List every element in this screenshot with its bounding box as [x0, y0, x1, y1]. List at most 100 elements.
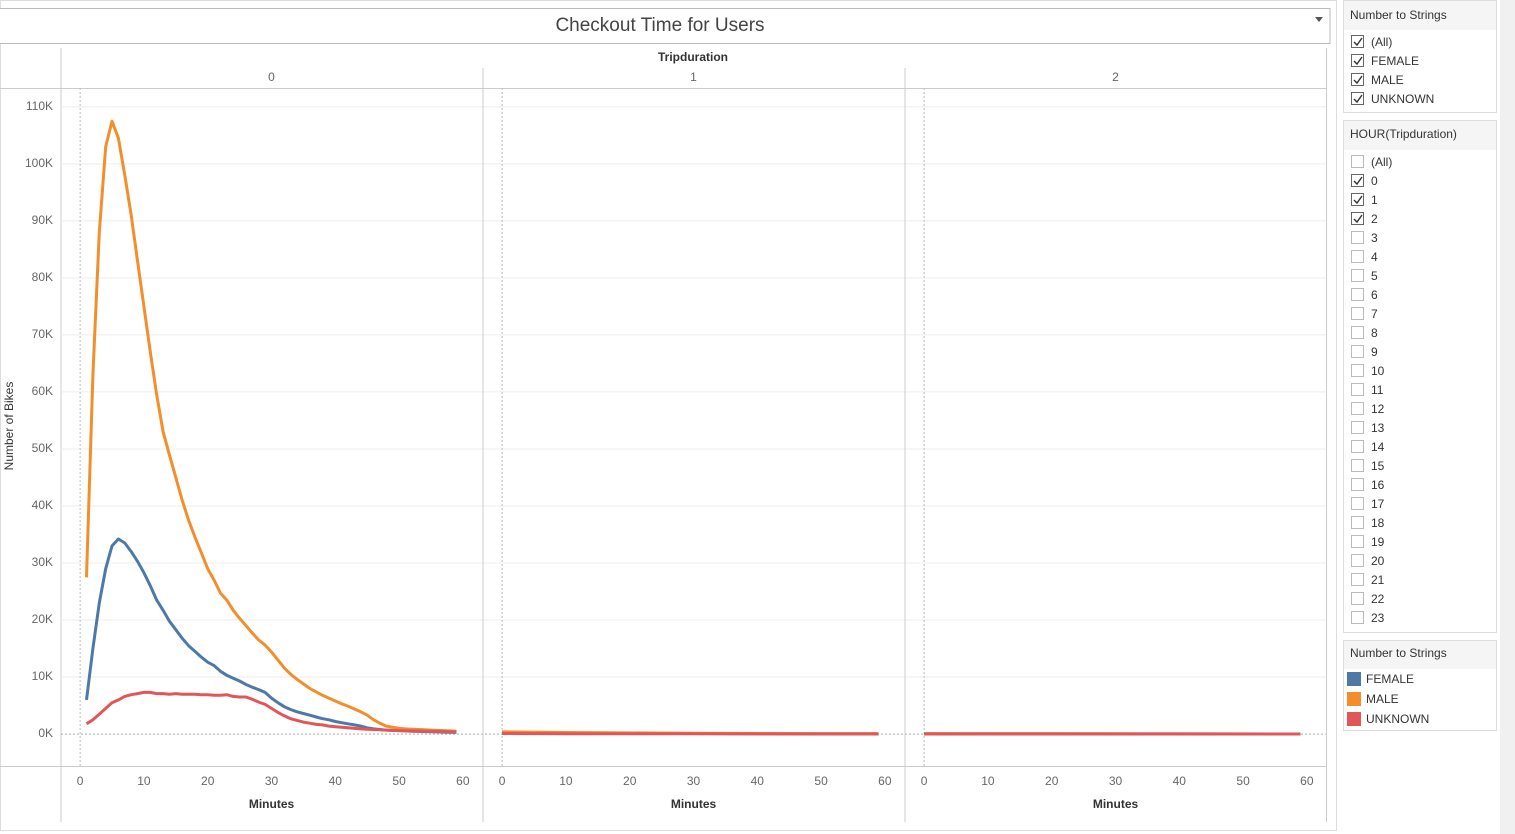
filter-item-label[interactable]: (All)	[1371, 35, 1392, 49]
checkbox[interactable]	[1351, 611, 1364, 624]
x-tick-label: 30	[687, 774, 701, 788]
legend-title: Number to Strings	[1350, 646, 1447, 660]
filter-item-label[interactable]: 2	[1371, 212, 1378, 226]
x-tick-label: 0	[77, 774, 84, 788]
checkbox[interactable]	[1351, 440, 1364, 453]
filter-item-label[interactable]: MALE	[1371, 73, 1404, 87]
filter-item-label[interactable]: 1	[1371, 193, 1378, 207]
filter-item-label[interactable]: 11	[1371, 383, 1384, 397]
check-mark	[1353, 214, 1363, 224]
checkbox[interactable]	[1351, 364, 1364, 377]
filter-item-label[interactable]: 7	[1371, 307, 1378, 321]
y-tick-label: 30K	[32, 555, 53, 569]
check-mark	[1353, 75, 1363, 85]
checkbox[interactable]	[1351, 402, 1364, 415]
x-tick-label: 20	[623, 774, 637, 788]
panel-label: 0	[268, 70, 275, 84]
checkbox[interactable]	[1351, 326, 1364, 339]
filter-item-label[interactable]: 14	[1371, 440, 1385, 454]
filter-item-label[interactable]: 10	[1371, 364, 1385, 378]
filter-title: Number to Strings	[1350, 8, 1447, 22]
panel-label: 2	[1112, 70, 1119, 84]
checkbox[interactable]	[1351, 592, 1364, 605]
sheet-frame	[0, 0, 1337, 831]
x-axis-label: Minutes	[1093, 797, 1139, 811]
legend-swatch	[1347, 712, 1361, 726]
x-tick-label: 60	[1300, 774, 1314, 788]
filter-title: HOUR(Tripduration)	[1350, 127, 1457, 141]
checkbox[interactable]	[1351, 231, 1364, 244]
checkbox[interactable]	[1351, 269, 1364, 282]
filter-item-label[interactable]: 21	[1371, 573, 1385, 587]
filter-item-label[interactable]: 13	[1371, 421, 1385, 435]
checkbox[interactable]	[1351, 174, 1364, 187]
checkbox[interactable]	[1351, 250, 1364, 263]
x-tick-label: 50	[1236, 774, 1250, 788]
checkbox[interactable]	[1351, 92, 1364, 105]
filter-item-label[interactable]: 12	[1371, 402, 1385, 416]
checkbox[interactable]	[1351, 193, 1364, 206]
filter-item-label[interactable]: 23	[1371, 611, 1385, 625]
checkbox[interactable]	[1351, 212, 1364, 225]
checkbox[interactable]	[1351, 516, 1364, 529]
filter-item-label[interactable]: 3	[1371, 231, 1378, 245]
checkbox[interactable]	[1351, 288, 1364, 301]
filter-item-label[interactable]: 19	[1371, 535, 1385, 549]
checkbox[interactable]	[1351, 497, 1364, 510]
filter-item-label[interactable]: 20	[1371, 554, 1385, 568]
x-tick-label: 50	[392, 774, 406, 788]
title-box	[0, 8, 1331, 44]
filter-item-label[interactable]: FEMALE	[1371, 54, 1419, 68]
checkbox[interactable]	[1351, 478, 1364, 491]
checkbox[interactable]	[1351, 573, 1364, 586]
checkbox[interactable]	[1351, 535, 1364, 548]
series-line	[85, 119, 457, 733]
x-tick-label: 40	[1173, 774, 1187, 788]
legend-swatch	[1347, 692, 1361, 706]
y-tick-label: 0K	[38, 726, 53, 740]
checkbox[interactable]	[1351, 554, 1364, 567]
filter-item-label[interactable]: 15	[1371, 459, 1385, 473]
checkbox[interactable]	[1351, 459, 1364, 472]
filter-item-label[interactable]: 22	[1371, 592, 1385, 606]
filter-card	[1343, 120, 1497, 633]
y-tick-label: 110K	[26, 99, 53, 113]
filter-item-label[interactable]: 8	[1371, 326, 1378, 340]
filter-item-label[interactable]: 9	[1371, 345, 1378, 359]
check-mark	[1353, 195, 1363, 205]
filter-item-label[interactable]: 17	[1371, 497, 1385, 511]
filter-item-label[interactable]: (All)	[1371, 155, 1392, 169]
checkbox[interactable]	[1351, 307, 1364, 320]
check-mark	[1353, 94, 1363, 104]
checkbox[interactable]	[1351, 155, 1364, 168]
filter-item-label[interactable]: 6	[1371, 288, 1378, 302]
filter-item-label[interactable]: 5	[1371, 269, 1378, 283]
filter-item-label[interactable]: UNKNOWN	[1371, 92, 1434, 106]
checkbox[interactable]	[1351, 421, 1364, 434]
x-tick-label: 20	[1045, 774, 1059, 788]
legend-swatch	[1347, 672, 1361, 686]
legend-label[interactable]: UNKNOWN	[1366, 712, 1429, 726]
checkbox[interactable]	[1351, 383, 1364, 396]
check-mark	[1353, 37, 1363, 47]
filter-item-label[interactable]: 16	[1371, 478, 1385, 492]
y-tick-label: 40K	[32, 498, 53, 512]
x-tick-label: 10	[137, 774, 151, 788]
x-tick-label: 30	[1109, 774, 1123, 788]
x-tick-label: 10	[981, 774, 995, 788]
filter-item-label[interactable]: 18	[1371, 516, 1385, 530]
filter-item-label[interactable]: 0	[1371, 174, 1378, 188]
title-dropdown[interactable]	[1315, 17, 1323, 22]
scroll-strip	[1500, 0, 1515, 834]
checkbox[interactable]	[1351, 345, 1364, 358]
y-axis-label: Number of Bikes	[2, 382, 16, 471]
x-tick-label: 60	[878, 774, 892, 788]
legend-label[interactable]: FEMALE	[1366, 672, 1414, 686]
checkbox[interactable]	[1351, 73, 1364, 86]
checkbox[interactable]	[1351, 54, 1364, 67]
checkbox[interactable]	[1351, 35, 1364, 48]
filter-item-label[interactable]: 4	[1371, 250, 1378, 264]
y-tick-label: 20K	[32, 612, 53, 626]
legend-label[interactable]: MALE	[1366, 692, 1399, 706]
